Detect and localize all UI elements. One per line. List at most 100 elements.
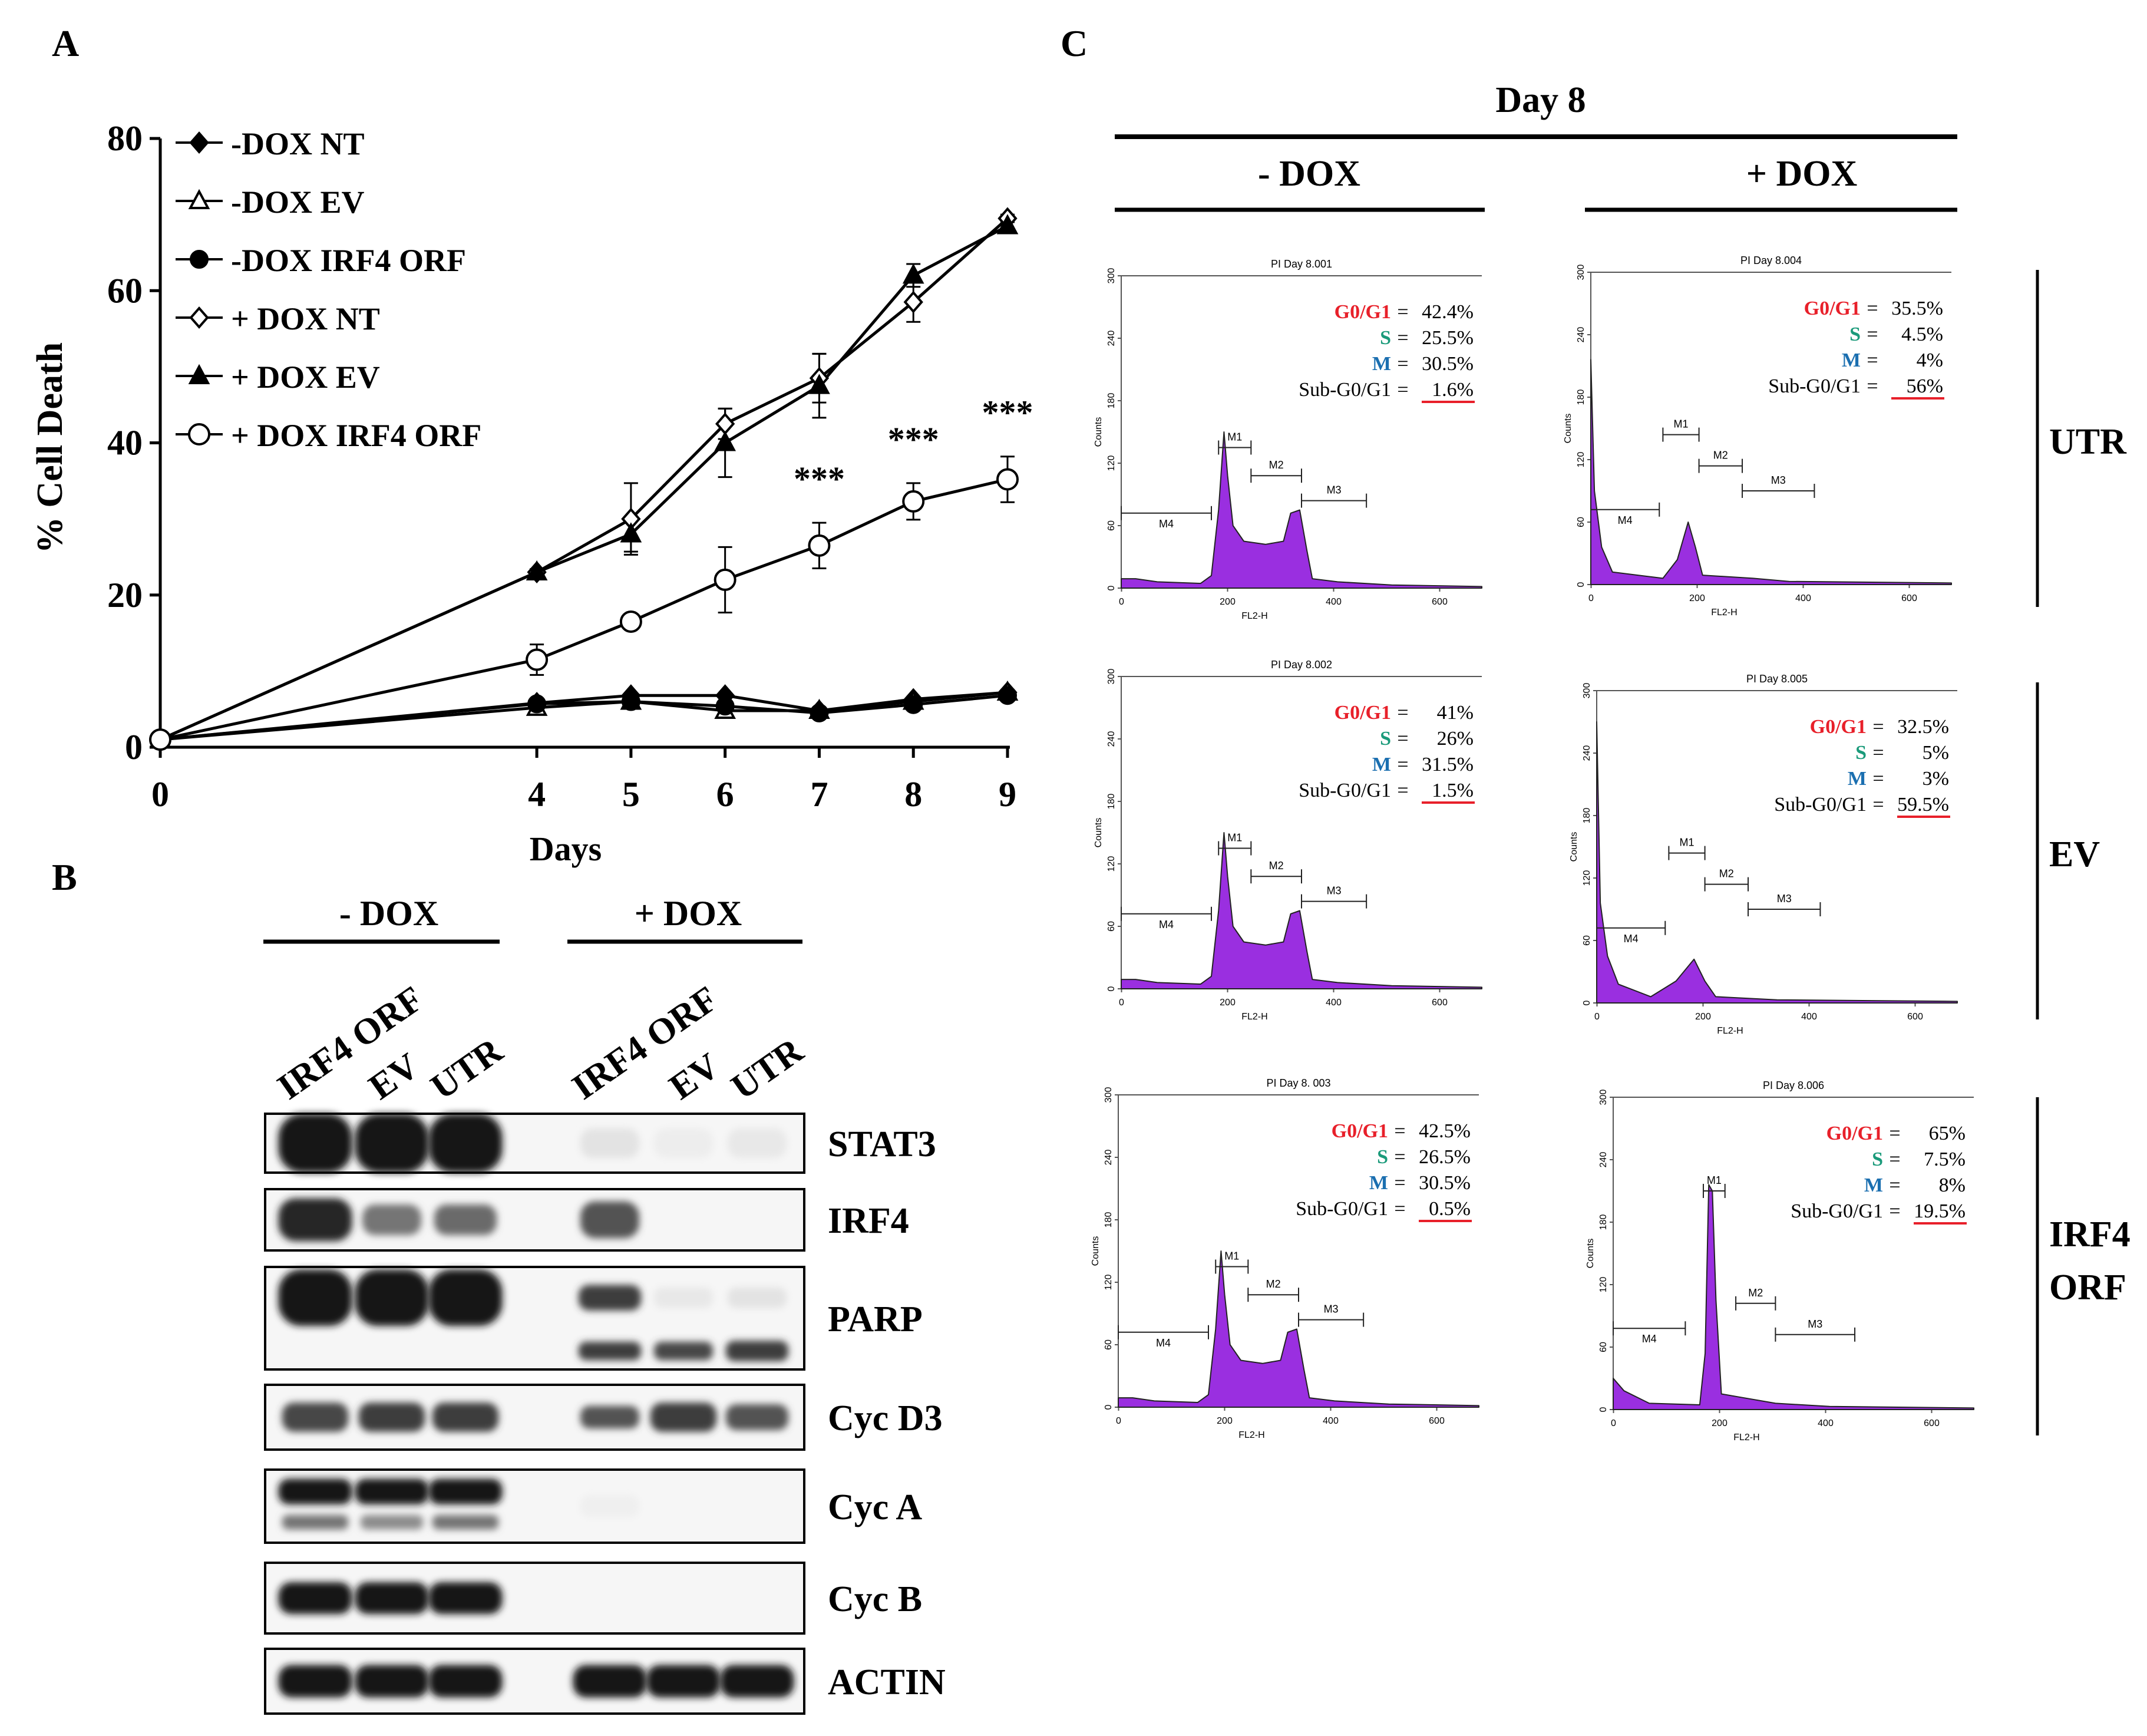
stat-label-s: S [1380,728,1391,750]
protein-label: PARP [828,1299,923,1339]
blot-band [355,1582,429,1614]
panel-label-a: A [52,22,79,64]
flow-x-tick-label: 600 [1907,1012,1923,1022]
flow-x-tick-label: 200 [1220,597,1236,607]
stat-value-sub: 59.5% [1897,794,1949,816]
stat-label-sub: Sub-G0/G1 [1774,794,1867,816]
flow-y-tick-label: 0 [1582,1000,1592,1005]
data-point-5 [714,568,736,591]
blot-band [646,1665,721,1698]
lane-label: UTR [424,1030,510,1107]
stat-label-g0: G0/G1 [1804,298,1861,319]
flow-y-tick-label: 240 [1106,731,1117,747]
lane-label: EV [362,1045,427,1107]
stat-equals: = [1889,1123,1900,1144]
stat-label-m: M [1369,1172,1388,1194]
protein-label: Cyc B [828,1579,922,1619]
histogram [1118,1250,1479,1408]
blot-band [654,1128,713,1158]
flow-x-tick-label: 400 [1326,597,1342,607]
blot-band [654,1342,713,1361]
stat-equals: = [1394,1120,1405,1142]
flow-x-axis-title: FL2-H [1241,611,1267,621]
flow-y-tick-label: 120 [1598,1277,1608,1293]
series-line-0 [160,691,1008,741]
flow-x-tick-label: 400 [1326,998,1342,1008]
flow-x-tick-label: 600 [1924,1418,1940,1428]
flow-plot: PI Day 8. 003 0 60 120 180 240 300 Counts 0 200 40… [1091,1077,1479,1440]
gate-label: M1 [1224,1250,1239,1262]
flow-x-tick-label: 0 [1119,597,1124,607]
protein-label: IRF4 [828,1201,909,1241]
blot-row: Cyc B [264,1562,922,1635]
legend-entry: -DOX EV [176,184,365,220]
blot-band [725,1341,789,1362]
stat-label-m: M [1864,1174,1883,1196]
x-tick-label: 8 [904,775,922,814]
protein-label: Cyc A [828,1487,922,1527]
stat-label-sub: Sub-G0/G1 [1768,375,1861,397]
blot-band [725,1404,789,1430]
stat-equals: = [1394,1146,1405,1168]
gate-label: M1 [1679,837,1694,849]
blot-band [278,1478,352,1504]
flow-y-tick-label: 60 [1598,1342,1608,1352]
gate-label: M4 [1159,919,1174,930]
stat-label-g0: G0/G1 [1810,716,1867,738]
data-point-2 [715,697,735,716]
lane-label: UTR [724,1030,811,1107]
stat-value-s: 26% [1437,728,1474,750]
blot-band [580,1495,639,1517]
blot-band [355,1478,429,1504]
flow-y-tick-label: 240 [1106,331,1117,346]
stat-equals: = [1889,1174,1900,1196]
gate-label: M3 [1808,1318,1822,1330]
stat-equals: = [1889,1200,1900,1222]
blot-row: Cyc A [264,1468,922,1544]
flow-x-axis-title: FL2-H [1733,1433,1759,1443]
protein-label: ACTIN [828,1662,946,1702]
flow-y-tick-label: 300 [1104,1087,1114,1103]
flow-col-label-plus: + DOX [1746,154,1858,194]
blot-band [578,1285,642,1311]
flow-plot: PI Day 8.005 0 60 120 180 240 300 Counts 0 200 400… [1569,673,1958,1036]
flow-y-tick-label: 180 [1106,794,1117,810]
blot-band [428,1269,503,1326]
flow-x-tick-label: 200 [1217,1416,1233,1426]
flow-y-tick-label: 60 [1106,520,1117,531]
stat-value-sub: 56% [1907,375,1943,397]
data-point-4 [808,374,830,394]
legend-marker [189,131,209,154]
y-tick-label: 80 [107,119,143,158]
gate-label: M3 [1327,885,1342,897]
gate-label: M4 [1156,1337,1171,1349]
stat-equals: = [1394,1198,1405,1220]
flow-row-label: UTR [2049,422,2127,462]
flow-y-tick-label: 180 [1104,1212,1114,1228]
flow-y-tick-label: 240 [1598,1152,1608,1168]
flow-y-axis-title: Counts [1091,1236,1101,1266]
blot-strip [264,1468,805,1544]
flow-y-tick-label: 300 [1598,1090,1608,1105]
panel-label-c: C [1061,22,1088,64]
flow-plot-title: PI Day 8.005 [1746,673,1808,685]
flow-x-tick-label: 0 [1119,998,1124,1008]
blot-band [432,1514,499,1530]
blot-band [282,1514,349,1530]
blot-band [355,1114,429,1173]
gate-label: M2 [1269,459,1284,471]
stat-equals: = [1397,728,1408,750]
blot-band [355,1665,429,1698]
histogram [1596,721,1958,1004]
flow-y-axis-title: Counts [1569,832,1579,862]
flow-y-tick-label: 60 [1106,921,1117,932]
stat-label-sub: Sub-G0/G1 [1299,379,1391,401]
blot-band [278,1582,352,1614]
stat-equals: = [1867,349,1878,371]
flow-x-tick-label: 200 [1689,593,1705,603]
blot-band [580,1201,639,1239]
legend-label: -DOX IRF4 ORF [231,243,466,278]
data-point-5 [996,468,1019,491]
blot-row: STAT3 [264,1113,936,1174]
blot-group-label-minus: - DOX [339,894,438,933]
